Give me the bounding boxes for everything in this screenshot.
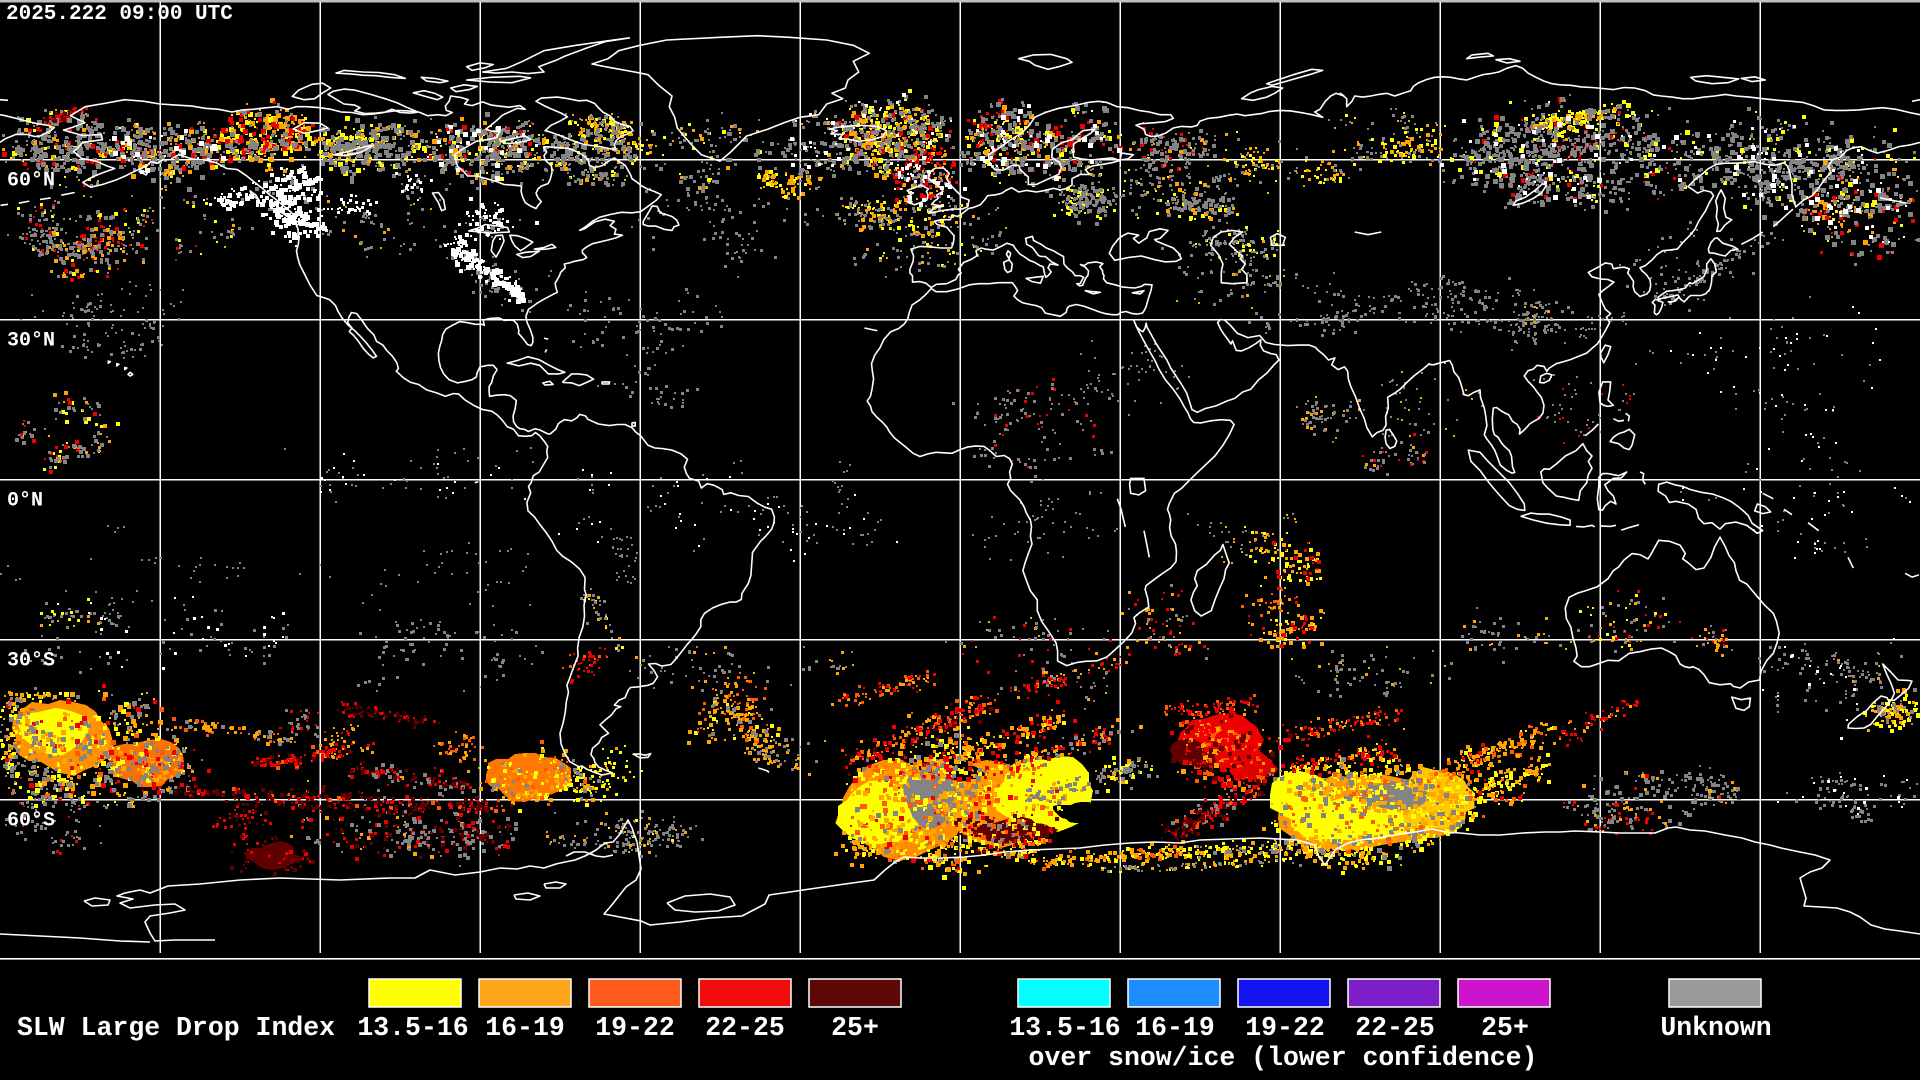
- svg-text:over snow/ice (lower confidenc: over snow/ice (lower confidence): [1029, 1043, 1538, 1073]
- svg-text:16-19: 16-19: [485, 1013, 565, 1043]
- svg-text:25+: 25+: [1481, 1013, 1529, 1043]
- svg-text:22-25: 22-25: [705, 1013, 785, 1043]
- svg-text:19-22: 19-22: [595, 1013, 675, 1043]
- svg-text:0°N: 0°N: [7, 490, 43, 513]
- svg-text:16-19: 16-19: [1135, 1013, 1215, 1043]
- svg-text:Unknown: Unknown: [1660, 1013, 1771, 1043]
- svg-text:30°S: 30°S: [7, 650, 55, 673]
- svg-text:SLW Large Drop Index: SLW Large Drop Index: [17, 1013, 335, 1043]
- svg-text:2025.222 09:00 UTC: 2025.222 09:00 UTC: [6, 3, 233, 26]
- svg-text:19-22: 19-22: [1245, 1013, 1325, 1043]
- svg-text:13.5-16: 13.5-16: [1009, 1013, 1120, 1043]
- svg-text:60°S: 60°S: [7, 810, 55, 833]
- svg-text:22-25: 22-25: [1355, 1013, 1435, 1043]
- svg-text:60°N: 60°N: [7, 170, 55, 193]
- svg-text:30°N: 30°N: [7, 330, 55, 353]
- svg-text:25+: 25+: [831, 1013, 879, 1043]
- svg-text:13.5-16: 13.5-16: [357, 1013, 468, 1043]
